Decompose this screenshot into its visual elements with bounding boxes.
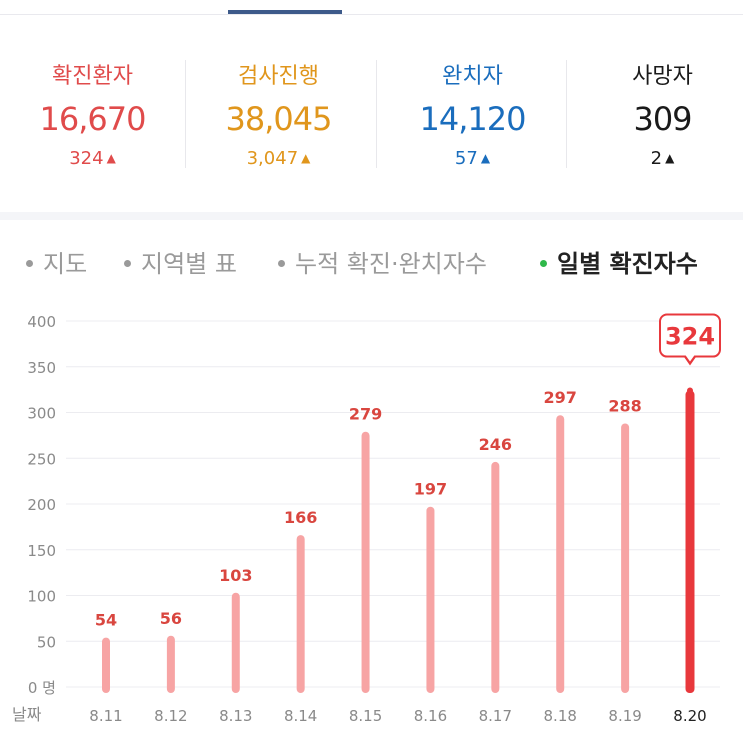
stat-delta: 3,047 ▲ <box>186 148 371 169</box>
data-label: 54 <box>95 611 117 630</box>
y-tick-label: 400 <box>27 313 56 331</box>
tab-label: 일별 확진자수 <box>557 250 698 278</box>
stat-label: 사망자 <box>632 64 693 89</box>
up-triangle-icon: ▲ <box>480 151 491 165</box>
bar <box>102 637 110 693</box>
up-triangle-icon: ▲ <box>301 151 311 165</box>
stat-divider <box>376 60 377 168</box>
data-label: 324 <box>665 323 715 351</box>
x-tick-label: 8.17 <box>479 707 512 725</box>
stat-delta-value: 57 <box>454 148 478 169</box>
data-label: 246 <box>479 435 512 454</box>
y-tick-label: 50 <box>37 633 56 651</box>
bar <box>296 535 305 693</box>
x-axis-title: 날짜 <box>12 705 42 724</box>
stat-testing: 검사진행 38,045 3,047 ▲ <box>186 14 371 212</box>
callout-pointer-inner <box>685 354 695 362</box>
stats-summary: 확진환자 16,670 324 ▲ 검사진행 38,045 3,047 ▲ 완치자 … <box>0 14 743 212</box>
stat-value: 16,670 <box>39 100 147 138</box>
data-label: 166 <box>284 508 317 527</box>
bar <box>361 431 370 693</box>
data-label: 297 <box>544 388 577 407</box>
y-tick-label: 0 명 <box>28 679 56 697</box>
bullet-dot-icon <box>278 260 285 267</box>
x-tick-label: 8.20 <box>673 707 706 725</box>
stat-divider <box>566 60 567 168</box>
x-tick-label: 8.11 <box>89 707 122 725</box>
top-tab-bar <box>0 0 743 15</box>
tab-label: 지역별 표 <box>141 250 237 278</box>
x-tick-label: 8.18 <box>544 707 577 725</box>
up-triangle-icon: ▲ <box>665 151 675 165</box>
x-tick-label: 8.15 <box>349 707 382 725</box>
stat-confirmed: 확진환자 16,670 324 ▲ <box>0 14 185 212</box>
stat-label: 확진환자 <box>52 64 133 89</box>
data-label: 288 <box>608 396 641 415</box>
stat-label: 검사진행 <box>238 64 319 89</box>
tab-daily-confirmed[interactable]: 일별 확진자수 <box>540 244 698 279</box>
tab-label: 지도 <box>43 250 88 278</box>
data-label: 279 <box>349 405 382 424</box>
bar <box>621 423 630 693</box>
y-tick-label: 250 <box>27 450 56 468</box>
x-tick-label: 8.13 <box>219 707 252 725</box>
chart-tabs: 지도 지역별 표 누적 확진·완치자수 일별 확진자수 <box>0 232 743 288</box>
y-tick-label: 200 <box>27 496 56 514</box>
stat-deaths: 사망자 309 2 ▲ <box>570 14 743 212</box>
tab-region-table[interactable]: 지역별 표 <box>124 244 237 279</box>
stat-delta: 324 ▲ <box>0 148 185 169</box>
data-label: 56 <box>160 609 182 628</box>
stat-delta: 2 ▲ <box>570 148 743 169</box>
data-label: 103 <box>219 566 252 585</box>
bar <box>685 390 695 693</box>
bullet-dot-icon <box>540 260 547 267</box>
x-tick-label: 8.16 <box>414 707 447 725</box>
daily-confirmed-chart: 0 명 50 100 150 200 250 300 350 400 날짜 8.11 54 8.12 56… <box>12 313 721 725</box>
x-tick-label: 8.14 <box>284 707 317 725</box>
stat-value: 38,045 <box>225 100 333 138</box>
bullet-dot-icon <box>124 260 131 267</box>
y-tick-label: 150 <box>27 542 56 560</box>
bar <box>231 592 240 693</box>
stat-delta-value: 324 <box>69 148 104 169</box>
section-separator <box>0 212 743 220</box>
y-tick-label: 350 <box>27 359 56 377</box>
stat-delta: 57 ▲ <box>380 148 565 169</box>
stat-recovered: 완치자 14,120 57 ▲ <box>380 14 565 212</box>
x-tick-label: 8.19 <box>608 707 641 725</box>
bar <box>166 635 175 693</box>
tab-map[interactable]: 지도 <box>26 244 87 279</box>
stat-divider <box>185 60 186 168</box>
bullet-dot-icon <box>26 260 33 267</box>
tab-cumulative[interactable]: 누적 확진·완치자수 <box>278 244 487 279</box>
bar <box>491 461 500 693</box>
x-tick-label: 8.12 <box>154 707 187 725</box>
tab-label: 누적 확진·완치자수 <box>295 250 487 278</box>
stat-value: 309 <box>633 100 692 138</box>
data-label: 197 <box>414 480 447 499</box>
stat-delta-value: 2 <box>650 148 663 169</box>
stat-label: 완치자 <box>442 64 503 89</box>
bar <box>426 506 435 693</box>
selected-tab-indicator <box>228 10 342 14</box>
highlight-point <box>687 387 693 394</box>
y-tick-label: 300 <box>27 405 56 423</box>
bar <box>556 415 565 693</box>
stat-value: 14,120 <box>419 100 527 138</box>
up-triangle-icon: ▲ <box>106 151 116 165</box>
y-tick-label: 100 <box>27 588 56 606</box>
stat-delta-value: 3,047 <box>246 148 299 169</box>
